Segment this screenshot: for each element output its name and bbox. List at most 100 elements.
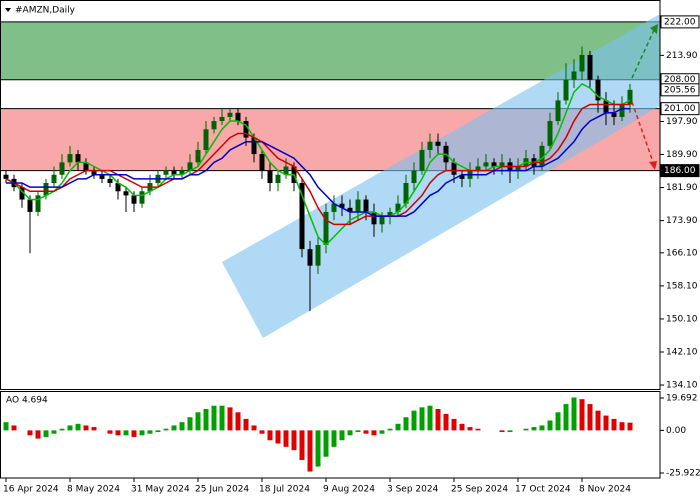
candle-body bbox=[491, 162, 497, 167]
candle-body bbox=[539, 145, 545, 167]
candle-body bbox=[339, 203, 345, 208]
candle-body bbox=[411, 170, 417, 184]
y-tick-label: 158.10 bbox=[666, 281, 698, 291]
candle-body bbox=[435, 141, 441, 146]
ao-bar bbox=[27, 430, 33, 436]
ao-bar bbox=[163, 428, 169, 431]
candle-body bbox=[403, 183, 409, 204]
ao-bar bbox=[619, 422, 625, 431]
candle-body bbox=[611, 112, 617, 117]
candle-body bbox=[139, 191, 145, 204]
ao-bar bbox=[467, 427, 473, 431]
ao-bar bbox=[267, 430, 273, 441]
ao-bar bbox=[411, 410, 417, 431]
y-tick-label: 189.90 bbox=[666, 150, 698, 160]
candle-body bbox=[315, 244, 321, 266]
ao-bar bbox=[475, 428, 481, 431]
candle-body bbox=[547, 121, 553, 146]
ao-bar bbox=[523, 428, 529, 431]
candle-body bbox=[43, 183, 49, 196]
candle-body bbox=[371, 211, 377, 225]
candle-body bbox=[595, 79, 601, 101]
candle-body bbox=[251, 137, 257, 155]
candle-body bbox=[51, 174, 57, 184]
ao-bar bbox=[11, 425, 17, 431]
x-tick-label: 17 Oct 2024 bbox=[515, 485, 571, 495]
ao-bar bbox=[419, 407, 425, 431]
ao-bar bbox=[139, 430, 145, 436]
ao-bar bbox=[547, 420, 553, 431]
last-price-label: 205.56 bbox=[664, 85, 696, 95]
ao-bar bbox=[115, 430, 121, 436]
candle-body bbox=[379, 216, 385, 225]
ao-bar bbox=[443, 413, 449, 431]
ao-bar bbox=[379, 430, 385, 434]
candle-body bbox=[83, 162, 89, 171]
candle-body bbox=[307, 249, 313, 266]
ao-bar bbox=[563, 404, 569, 431]
level-label: 208.00 bbox=[664, 75, 696, 85]
ao-bar bbox=[579, 399, 585, 431]
x-tick-label: 9 Aug 2024 bbox=[323, 485, 375, 495]
level-label: 222.00 bbox=[664, 17, 696, 27]
ao-bar bbox=[611, 418, 617, 431]
ao-bar bbox=[507, 430, 513, 433]
candle-body bbox=[283, 166, 289, 175]
level-label-box bbox=[660, 164, 700, 178]
candle-body bbox=[459, 174, 465, 179]
ao-bar bbox=[459, 423, 465, 431]
ao-bar bbox=[227, 407, 233, 431]
ao-bar bbox=[235, 412, 241, 431]
ao-bar bbox=[587, 404, 593, 431]
ao-bar bbox=[331, 430, 337, 447]
ao-bar bbox=[211, 405, 217, 431]
candle-body bbox=[59, 162, 65, 175]
candle-body bbox=[323, 211, 329, 245]
y-tick-label: 150.10 bbox=[666, 314, 698, 324]
ao-bar bbox=[531, 427, 537, 431]
ao-bar bbox=[299, 430, 305, 460]
candle-body bbox=[243, 121, 249, 138]
y-tick-label: 173.90 bbox=[666, 216, 698, 226]
candle-body bbox=[195, 149, 201, 163]
ao-bar bbox=[155, 430, 161, 433]
ao-bar bbox=[171, 425, 177, 431]
x-tick-label: 8 Nov 2024 bbox=[579, 485, 631, 495]
ao-bar bbox=[67, 425, 73, 431]
candle-body bbox=[211, 121, 217, 130]
ao-bar bbox=[259, 430, 265, 434]
ao-y-tick-label: -25.922 bbox=[666, 469, 700, 479]
down-arrow-head bbox=[649, 161, 657, 170]
ao-title: AO 4.694 bbox=[6, 396, 48, 406]
ao-bar bbox=[131, 430, 137, 437]
ao-bar bbox=[187, 417, 193, 431]
moving-average bbox=[6, 107, 630, 217]
candle-body bbox=[451, 162, 457, 175]
candle-body bbox=[235, 112, 241, 122]
candle-body bbox=[67, 154, 73, 163]
ao-bar bbox=[75, 423, 81, 431]
candle-body bbox=[131, 195, 137, 204]
candle-body bbox=[75, 154, 81, 163]
candle-body bbox=[219, 116, 225, 122]
level-label: 186.00 bbox=[664, 166, 696, 176]
candle-body bbox=[35, 195, 41, 212]
ao-bar bbox=[3, 422, 9, 431]
ao-bar bbox=[291, 430, 297, 451]
ao-bar bbox=[251, 425, 257, 431]
ao-bar bbox=[147, 430, 153, 434]
ao-bar bbox=[195, 412, 201, 431]
candle-body bbox=[387, 211, 393, 217]
y-tick-label: 142.10 bbox=[666, 347, 698, 357]
ao-bar bbox=[283, 430, 289, 447]
ao-bar bbox=[627, 422, 633, 431]
ao-bar bbox=[571, 397, 577, 431]
candle-body bbox=[363, 199, 369, 212]
candle-body bbox=[515, 166, 521, 171]
ao-bar bbox=[59, 428, 65, 431]
ao-bar bbox=[243, 418, 249, 431]
ao-y-tick-label: 19.692 bbox=[666, 393, 698, 403]
candle-body bbox=[347, 207, 353, 212]
